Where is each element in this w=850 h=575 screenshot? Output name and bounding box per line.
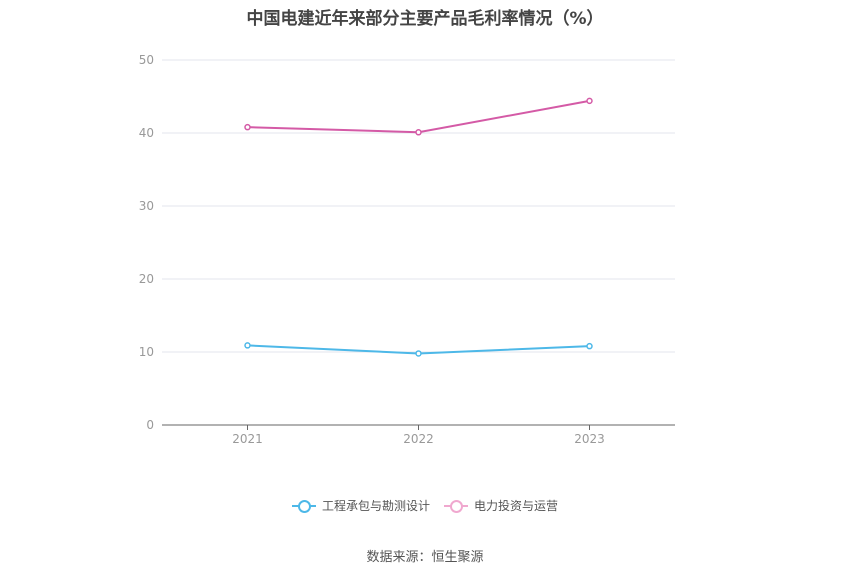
gridlines bbox=[162, 59, 675, 353]
y-tick-label: 20 bbox=[139, 272, 154, 286]
series-group bbox=[244, 97, 593, 357]
y-axis: 0 10 20 30 40 50 bbox=[139, 53, 154, 432]
data-point bbox=[244, 123, 251, 131]
legend: 工程承包与勘测设计 电力投资与运营 bbox=[0, 497, 850, 514]
x-tick-label: 2023 bbox=[574, 432, 605, 446]
series-line-2 bbox=[247, 99, 590, 134]
data-point bbox=[415, 350, 422, 357]
legend-marker-icon bbox=[444, 499, 468, 513]
y-tick-label: 10 bbox=[139, 345, 154, 359]
data-source: 数据来源：恒生聚源 bbox=[366, 550, 484, 565]
legend-item-series-1[interactable]: 工程承包与勘测设计 bbox=[291, 497, 430, 514]
legend-label: 工程承包与勘测设计 bbox=[321, 499, 430, 513]
data-point bbox=[244, 342, 251, 349]
chart-title: 中国电建近年来部分主要产品毛利率情况（%） bbox=[246, 9, 604, 29]
y-tick-label: 30 bbox=[139, 199, 154, 213]
data-point bbox=[415, 129, 422, 136]
x-tick-label: 2021 bbox=[232, 432, 263, 446]
data-point bbox=[586, 342, 593, 350]
y-tick-label: 40 bbox=[139, 126, 154, 140]
legend-label: 电力投资与运营 bbox=[474, 499, 559, 513]
x-tick-label: 2022 bbox=[403, 432, 434, 446]
data-point bbox=[586, 97, 593, 105]
legend-marker-icon bbox=[291, 499, 316, 513]
y-tick-label: 0 bbox=[146, 418, 154, 432]
x-axis: 2021 2022 2023 bbox=[162, 424, 675, 446]
y-tick-label: 50 bbox=[139, 53, 154, 67]
legend-item-series-2[interactable]: 电力投资与运营 bbox=[444, 497, 558, 514]
